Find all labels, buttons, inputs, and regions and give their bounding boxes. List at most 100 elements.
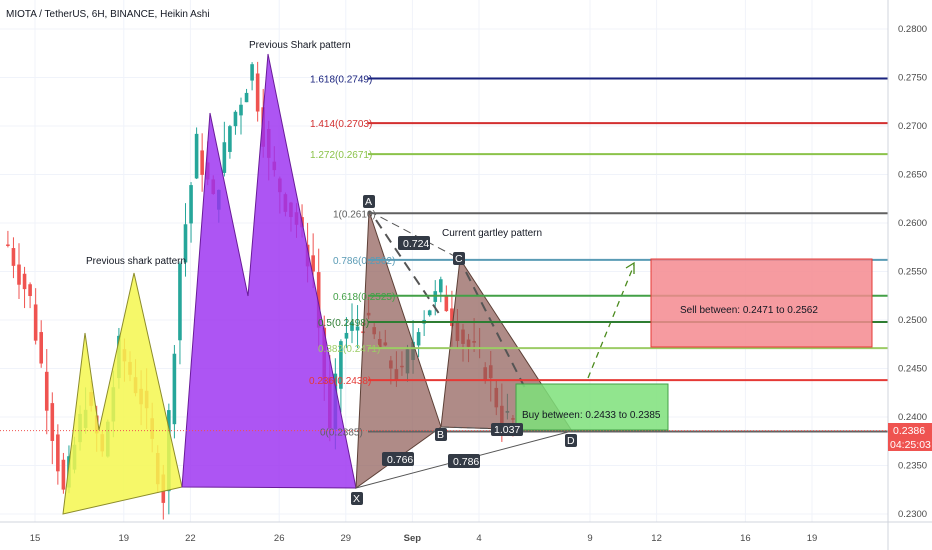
fib-label: 0.618(0.2525)	[333, 292, 395, 303]
candle-body	[50, 403, 55, 441]
svg-text:1.037: 1.037	[494, 424, 520, 436]
candle-body	[222, 142, 227, 173]
y-tick-label: 0.2650	[898, 170, 927, 181]
fib-label: 1.618(0.2749)	[310, 74, 372, 85]
ratio-badge-0766: 0.766	[382, 452, 414, 466]
chart-title: MIOTA / TetherUS, 6H, BINANCE, Heikin As…	[6, 9, 210, 20]
x-tick-label: 22	[185, 533, 196, 544]
candle-body	[350, 322, 354, 331]
x-tick-label: 9	[587, 533, 592, 544]
fib-label: 0.382(0.2471)	[318, 344, 380, 355]
candle-body	[316, 272, 321, 328]
candle-body	[56, 434, 60, 472]
y-tick-label: 0.2500	[898, 315, 927, 326]
ratio-badge-0724: 0.724	[398, 236, 430, 250]
candle-body	[178, 263, 182, 341]
candle-body	[439, 279, 443, 293]
svg-text:C: C	[455, 253, 463, 265]
candle-body	[22, 273, 27, 290]
candle-body	[239, 104, 243, 116]
candle-body	[61, 459, 66, 490]
y-tick-label: 0.2350	[898, 461, 927, 472]
candle-body	[39, 332, 43, 364]
fib-label: 1.272(0.2671)	[310, 150, 372, 161]
y-tick-label: 0.2700	[898, 121, 927, 132]
svg-text:B: B	[437, 429, 444, 441]
svg-text:A: A	[365, 196, 372, 208]
svg-text:X: X	[353, 493, 360, 505]
gartley-ac-line	[368, 210, 461, 260]
candle-body	[183, 224, 188, 263]
y-tick-label: 0.2400	[898, 412, 927, 423]
previous-shark-left-pattern	[62, 272, 183, 515]
x-tick-label: 4	[476, 533, 481, 544]
svg-text:04:25:03: 04:25:03	[890, 439, 931, 451]
ratio-badge-0786: 0.786	[448, 454, 480, 468]
candle-body	[344, 332, 349, 339]
svg-text:D: D	[567, 435, 575, 447]
fib-label: 0.5(0.2498)	[318, 318, 369, 329]
projection-arrowhead	[625, 261, 635, 274]
candle-body	[355, 326, 360, 331]
candle-body	[194, 133, 199, 179]
sell-zone[interactable]: Sell between: 0.2471 to 0.2562	[650, 258, 873, 348]
previous-shark-top-pattern	[181, 53, 357, 489]
candle-body	[450, 308, 454, 326]
fib-label: 0(0.2385)	[320, 428, 363, 439]
candle-body	[444, 294, 449, 312]
sell-zone-label: Sell between: 0.2471 to 0.2562	[680, 305, 818, 316]
y-tick-label: 0.2550	[898, 267, 927, 278]
y-tick-label: 0.2600	[898, 218, 927, 229]
fib-label: 0.236(0.2438)	[309, 376, 371, 387]
x-tick-label: 15	[30, 533, 41, 544]
point-label-c: C	[453, 252, 465, 265]
previous-shark-label-left: Previous shark pattern	[86, 256, 186, 267]
y-tick-label: 0.2450	[898, 364, 927, 375]
previous-shark-label-top: Previous Shark pattern	[249, 40, 351, 51]
candle-body	[416, 332, 421, 346]
x-tick-label: 26	[274, 533, 285, 544]
svg-text:0.786: 0.786	[453, 456, 479, 468]
svg-text:0.724: 0.724	[403, 238, 429, 250]
candle-body	[172, 353, 177, 425]
buy-zone[interactable]: Buy between: 0.2433 to 0.2385	[515, 383, 669, 431]
gartley-cd-dash	[465, 271, 527, 391]
candle-body	[255, 73, 260, 112]
candle-body	[11, 248, 16, 266]
fib-label: 1.414(0.2703)	[310, 119, 372, 130]
x-tick-label: Sep	[404, 533, 422, 544]
candle-body	[233, 111, 238, 127]
y-tick-label: 0.2750	[898, 73, 927, 84]
y-tick-label: 0.2800	[898, 24, 927, 35]
x-tick-label: 19	[119, 533, 130, 544]
candle-body	[33, 304, 38, 341]
candle-body	[17, 264, 21, 285]
last-price-badge: 0.2386	[888, 423, 932, 437]
point-label-b: B	[435, 428, 447, 441]
candle-body	[189, 185, 193, 224]
candle-body	[311, 255, 315, 272]
gartley-xa-dash	[375, 219, 441, 316]
x-tick-label: 19	[807, 533, 818, 544]
countdown-badge: 04:25:03	[888, 437, 932, 451]
projection-arrow	[587, 264, 635, 379]
candle-body	[427, 310, 432, 316]
fib-label: 0.786(0.2562)	[333, 256, 395, 267]
candle-body	[244, 92, 249, 103]
point-label-x: X	[351, 492, 363, 505]
point-label-a: A	[363, 195, 375, 208]
candle-body	[250, 64, 254, 81]
svg-text:0.2386: 0.2386	[893, 425, 925, 437]
candle-body	[228, 126, 232, 152]
x-tick-label: 12	[651, 533, 662, 544]
harmonic-patterns	[62, 53, 635, 515]
candle-body	[200, 150, 204, 175]
candle-body	[6, 244, 10, 246]
x-tick-label: 29	[341, 533, 352, 544]
candle-body	[339, 341, 343, 389]
fib-label: 1(0.2610)	[333, 209, 376, 220]
ratio-badge-1037: 1.037	[491, 423, 523, 436]
candle-body	[44, 371, 49, 411]
